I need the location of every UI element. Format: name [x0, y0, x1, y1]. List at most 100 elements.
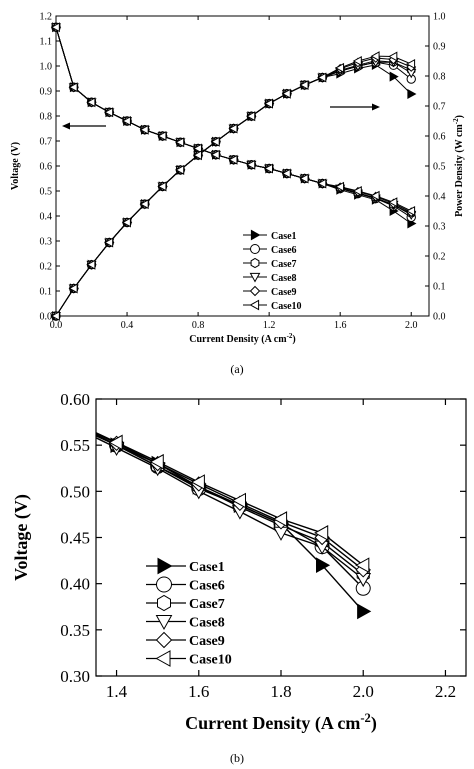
power-point-a [263, 98, 274, 109]
voltage-point-a [121, 115, 131, 127]
legend-label-a: Case7 [271, 259, 297, 270]
y2-tick-label-a: 0.9 [433, 42, 446, 53]
power-point-a [334, 62, 345, 73]
x-tick-label-b: 1.4 [106, 682, 128, 701]
panel-label-b: (b) [230, 751, 244, 765]
legend-label-b: Case8 [189, 616, 225, 631]
x-tick-label-a: 1.2 [263, 320, 276, 331]
series-b-case10 [96, 432, 370, 574]
legend-marker-a [250, 257, 260, 269]
y-tick-label-b: 0.45 [60, 529, 90, 548]
legend-label-b: Case1 [189, 560, 225, 575]
legend-marker-b [156, 576, 172, 593]
power-point-a [210, 136, 220, 147]
legend-marker-a [249, 272, 261, 283]
y-tick-label-a: 0.0 [40, 312, 53, 323]
series-b-case8 [96, 437, 372, 588]
power-point-a [246, 111, 256, 122]
voltage-line-b [96, 433, 364, 575]
series-a-case7 [51, 22, 416, 321]
x-tick-label-b: 2.0 [353, 682, 374, 701]
y-tick-label-a: 1.1 [40, 37, 53, 48]
legend-label-a: Case1 [271, 231, 297, 242]
voltage-point-a [104, 107, 114, 118]
x-tick-label-a: 1.6 [334, 320, 347, 331]
voltage-line-a [55, 27, 412, 213]
y-tick-label-b: 0.60 [60, 390, 90, 409]
y2-tick-label-a: 0.1 [433, 282, 446, 293]
voltage-point-a [246, 159, 256, 170]
voltage-point-a [175, 137, 185, 148]
y2-tick-label-a: 0.5 [433, 162, 446, 173]
legend-label-a: Case9 [271, 287, 297, 298]
voltage-point-b [149, 453, 164, 470]
voltage-point-a [370, 190, 380, 201]
y-tick-label-b: 0.30 [60, 667, 90, 686]
voltage-line-b [96, 435, 364, 612]
y2-tick-label-a: 0.7 [433, 102, 446, 113]
panel-label-a: (a) [230, 362, 243, 376]
legend-marker-a [249, 285, 261, 297]
voltage-point-a [352, 185, 362, 197]
power-point-a [281, 88, 291, 99]
legend-marker-b [155, 650, 171, 667]
voltage-point-a [210, 149, 220, 160]
y-tick-label-a: 0.9 [40, 87, 53, 98]
power-point-a [50, 310, 60, 322]
voltage-point-b [357, 603, 372, 620]
series-a-case10 [50, 22, 416, 322]
legend-marker-b [155, 615, 173, 631]
voltage-point-a [263, 163, 274, 174]
y-tick-label-a: 1.2 [40, 12, 53, 23]
x-axis-label-a: Current Density (A cm-2) [189, 332, 296, 345]
y2-tick-label-a: 0.4 [433, 192, 446, 203]
power-point-a [192, 150, 202, 161]
power-point-a [317, 72, 327, 83]
power-point-a [86, 259, 96, 270]
voltage-point-a [317, 178, 327, 189]
x-tick-label-b: 2.2 [435, 682, 456, 701]
legend-label-b: Case9 [189, 634, 225, 649]
power-point-a [121, 217, 131, 228]
voltage-point-b [272, 511, 288, 527]
y-tick-label-b: 0.35 [60, 621, 90, 640]
voltage-point-b [316, 557, 331, 574]
y-tick-label-a: 0.4 [40, 212, 53, 223]
voltage-point-a [228, 154, 238, 165]
y2-tick-label-a: 0.8 [433, 72, 446, 83]
legend-marker-a [249, 299, 260, 311]
voltage-point-a [139, 124, 149, 135]
voltage-line-a [55, 27, 412, 216]
y-tick-label-b: 0.40 [60, 575, 90, 594]
y-axis-label-a: Voltage (V) [10, 142, 21, 190]
y-tick-label-b: 0.50 [60, 482, 90, 501]
y-tick-label-a: 0.5 [40, 187, 53, 198]
legend-marker-a [250, 229, 261, 241]
y-tick-label-a: 0.3 [40, 237, 53, 248]
voltage-line-b [96, 432, 364, 566]
y2-tick-label-a: 0.0 [433, 312, 446, 323]
x-tick-label-a: 0.0 [50, 320, 63, 331]
voltage-point-a [86, 97, 96, 108]
power-point-a [139, 199, 149, 210]
voltage-point-a [334, 181, 345, 192]
power-line-a [55, 55, 412, 317]
x-tick-label-b: 1.8 [270, 682, 291, 701]
power-point-a [407, 88, 417, 100]
power-point-a [175, 164, 185, 175]
voltage-point-b [314, 525, 329, 541]
power-point-a [68, 283, 78, 294]
legend-marker-b [157, 594, 171, 612]
legend-marker-b [157, 557, 173, 575]
voltage-point-b [108, 434, 123, 451]
y-tick-label-a: 0.8 [40, 112, 53, 123]
power-point-a [389, 71, 399, 82]
voltage-line-a [55, 27, 412, 214]
voltage-point-b [190, 474, 205, 490]
y2-tick-label-a: 1.0 [433, 12, 446, 23]
x-tick-label-a: 0.4 [121, 320, 134, 331]
voltage-line-b [96, 432, 364, 571]
x-axis-label-b: Current Density (A cm-2) [185, 711, 377, 734]
legend-marker-b [155, 631, 173, 649]
